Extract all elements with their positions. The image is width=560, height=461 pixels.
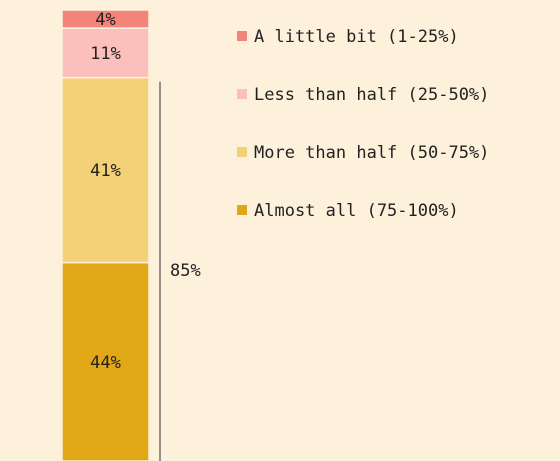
bar-segment <box>61 76 150 264</box>
value-label: 4% <box>95 10 115 30</box>
legend-label: Almost all (75-100%) <box>254 201 459 221</box>
legend-label: Less than half (25-50%) <box>254 85 489 105</box>
legend-swatch <box>237 89 247 99</box>
legend-label: More than half (50-75%) <box>254 143 489 163</box>
bar-segment <box>61 27 150 79</box>
value-label: 41% <box>90 161 121 181</box>
legend-swatch <box>237 31 247 41</box>
bar-segment <box>61 261 150 461</box>
legend-swatch <box>237 147 247 157</box>
bar-segment <box>61 9 150 29</box>
legend-label: A little bit (1-25%) <box>254 27 459 47</box>
legend-swatch <box>237 205 247 215</box>
bracket-label: 85% <box>170 261 201 281</box>
value-label: 44% <box>90 353 121 373</box>
value-label: 11% <box>90 44 121 64</box>
